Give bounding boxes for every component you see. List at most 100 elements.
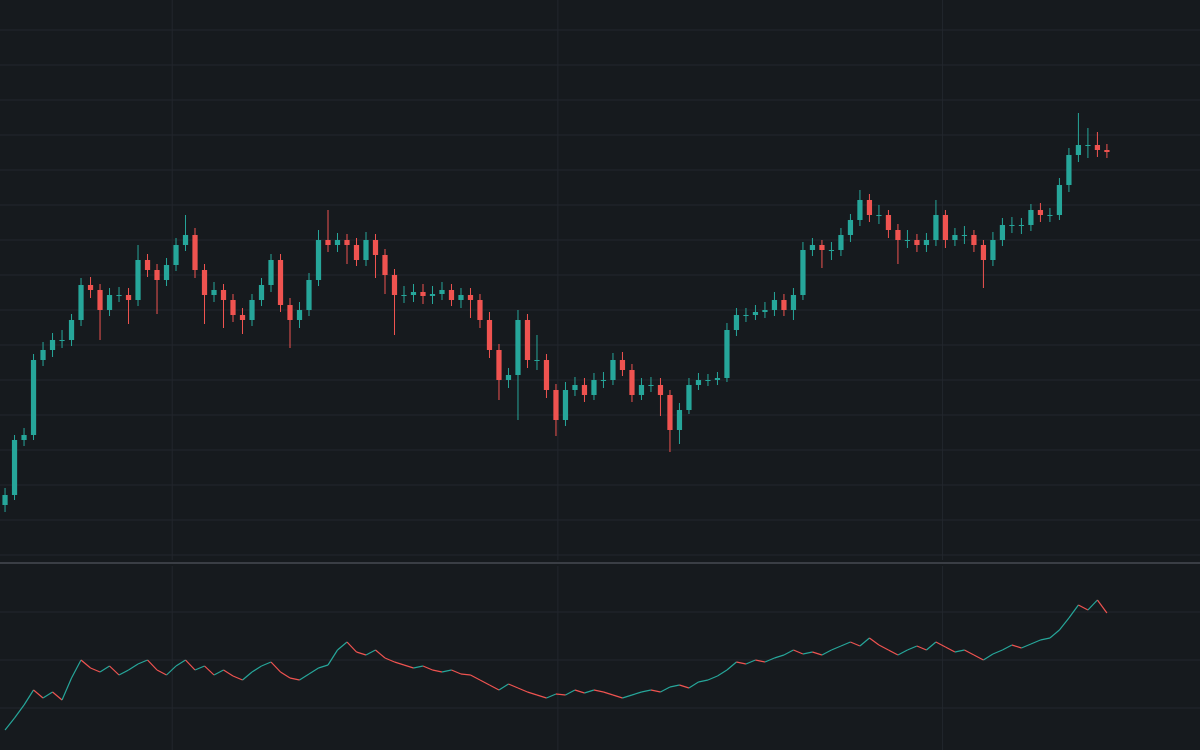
line-segment <box>1087 599 1098 611</box>
line-segment <box>888 649 899 656</box>
candle-body <box>420 292 426 296</box>
candle-body <box>819 245 825 250</box>
line-segment <box>717 669 728 677</box>
candle-body <box>857 200 863 220</box>
candle-body <box>657 385 664 395</box>
candle-body <box>1037 210 1044 215</box>
line-segment <box>802 651 813 655</box>
line-segment <box>812 651 823 656</box>
line-segment <box>90 667 101 673</box>
line-segment <box>185 659 196 671</box>
line-segment <box>964 649 975 656</box>
line-segment <box>584 689 595 694</box>
line-segment <box>546 693 557 699</box>
line-segment <box>99 665 110 673</box>
line-segment <box>688 681 699 689</box>
candle-body <box>1009 225 1015 226</box>
line-segment <box>299 673 310 681</box>
line-segment <box>337 641 348 651</box>
line-segment <box>783 649 794 656</box>
line-segment <box>441 669 452 673</box>
line-segment <box>232 675 243 681</box>
line-segment <box>156 669 167 676</box>
line-segment <box>270 661 281 673</box>
candle-body <box>676 410 683 430</box>
line-segment <box>631 691 642 696</box>
line-segment <box>536 694 547 699</box>
line-segment <box>460 673 471 676</box>
line-segment <box>128 663 139 671</box>
line-segment <box>527 691 538 696</box>
candle-body <box>847 220 854 235</box>
candle-body <box>933 215 939 240</box>
candle-body <box>353 245 360 260</box>
candle-body <box>667 395 673 430</box>
line-segment <box>622 694 633 699</box>
candle-body <box>591 380 597 395</box>
candle-body <box>515 320 521 375</box>
line-segment <box>470 674 481 681</box>
line-segment <box>489 684 500 691</box>
line-segment <box>251 665 262 673</box>
line-segment <box>736 661 747 665</box>
line-segment <box>61 677 73 701</box>
candle-body <box>610 360 616 380</box>
candle-body <box>97 290 103 310</box>
candle-body <box>287 305 293 320</box>
line-segment <box>175 659 186 667</box>
candle-body <box>885 215 892 230</box>
line-segment <box>33 689 44 699</box>
line-segment <box>793 649 804 655</box>
line-segment <box>261 661 272 667</box>
line-segment <box>555 693 566 696</box>
line-segment <box>413 665 424 669</box>
candle-body <box>1018 225 1025 226</box>
line-segment <box>70 659 82 679</box>
line-segment <box>166 665 177 676</box>
candle-body <box>762 310 768 312</box>
candle-body <box>809 245 816 250</box>
candle-body <box>201 270 208 295</box>
candle-body <box>78 285 84 320</box>
candle-body <box>372 240 379 255</box>
line-segment <box>327 649 339 666</box>
candle-body <box>562 390 569 420</box>
candle-body <box>30 360 37 435</box>
candle-body <box>363 240 369 260</box>
candle-body <box>752 312 759 315</box>
candle-body <box>391 275 398 295</box>
line-segment <box>223 669 234 677</box>
line-segment <box>422 665 433 671</box>
line-segment <box>1040 637 1051 641</box>
candle-body <box>1085 145 1091 146</box>
line-segment <box>1011 644 1022 649</box>
line-segment <box>593 689 604 693</box>
line-segment <box>1021 643 1032 649</box>
candle-body <box>1066 155 1072 185</box>
candle-body <box>990 240 996 260</box>
line-segment <box>375 649 386 659</box>
candle-body <box>49 340 56 350</box>
candle-body <box>876 215 882 216</box>
candle-body <box>828 250 835 251</box>
candle-body <box>781 300 787 310</box>
line-segment <box>660 686 671 693</box>
line-segment <box>451 669 462 675</box>
candle-body <box>895 230 901 240</box>
candle-body <box>971 235 977 245</box>
candle-body <box>914 240 920 245</box>
candle-body <box>220 290 227 300</box>
line-segment <box>356 651 367 656</box>
candle-body <box>21 435 27 440</box>
line-segment <box>850 641 861 647</box>
line-segment <box>508 683 519 689</box>
line-segment <box>698 679 709 683</box>
line-segment <box>204 665 215 676</box>
candle-body <box>230 300 236 315</box>
candle-body <box>543 360 550 390</box>
candle-body <box>315 240 322 280</box>
candle-body <box>572 385 578 390</box>
line-segment <box>517 687 528 693</box>
candle-body <box>173 245 179 265</box>
